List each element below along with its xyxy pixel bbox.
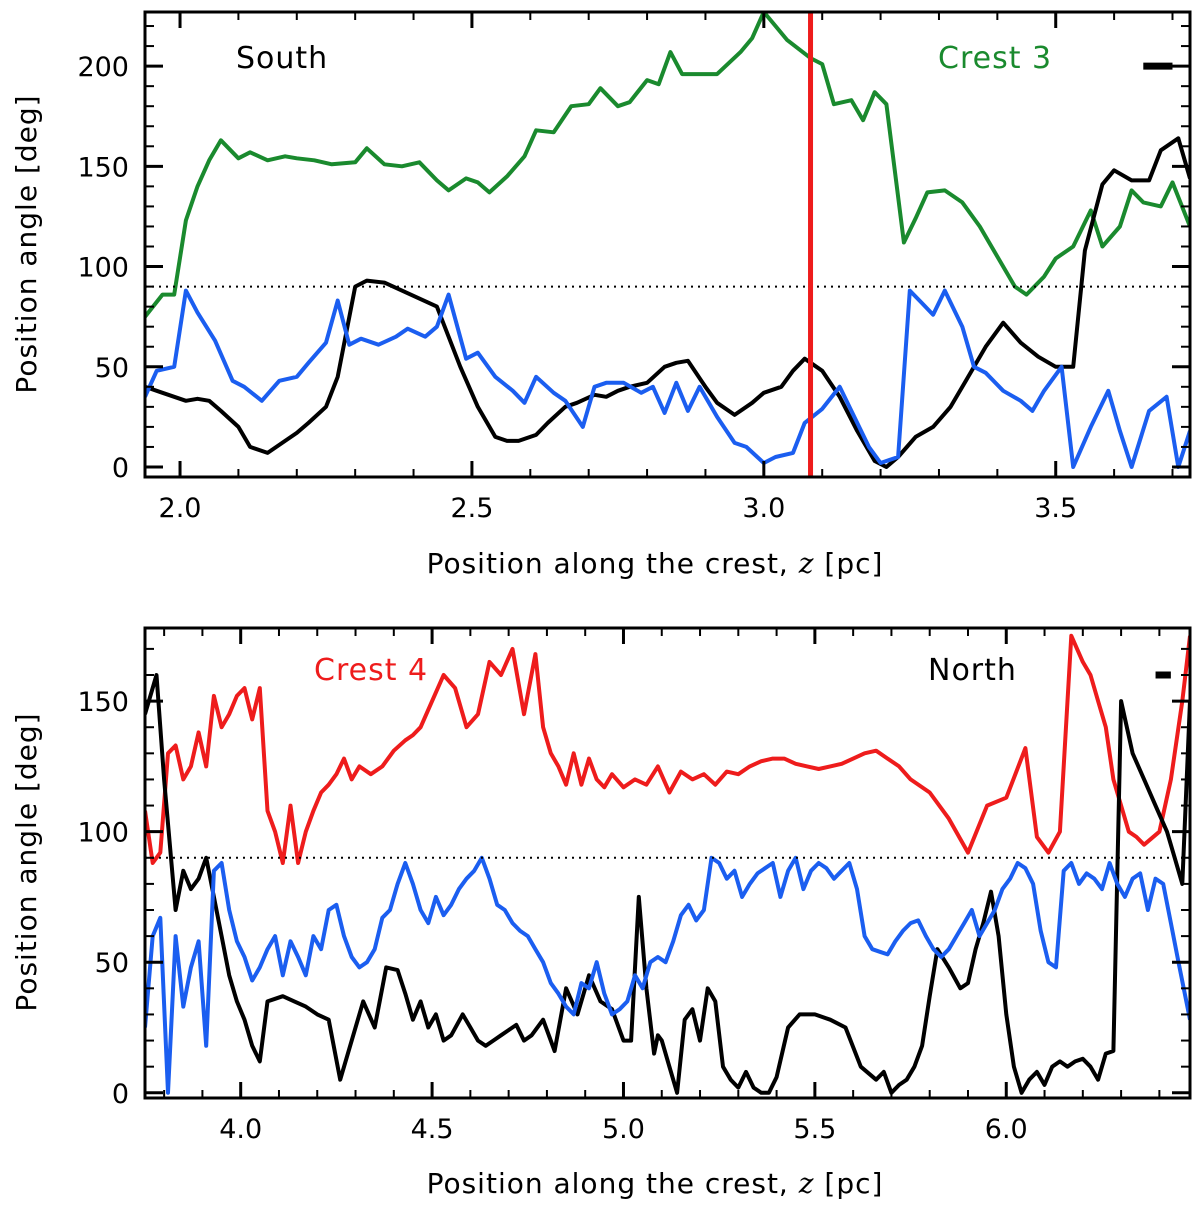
top-panel: 2.0 2.5 3.0 3.5 0 50 100 150 200 South Crest 3 P… (10, 10, 1192, 580)
series-blue-line (145, 855, 1190, 1095)
y-axis-title: Position angle [deg] (10, 712, 43, 1011)
x-axis-title: Position along the crest, z [pc] (427, 1167, 884, 1200)
plot-frame (143, 10, 1192, 479)
bottom-panel: 4.0 4.5 5.0 5.5 6.0 0 50 100 150 Crest 4 North P… (10, 626, 1192, 1200)
series-green-line (145, 12, 1190, 318)
x-tick-label: 4.0 (219, 1114, 262, 1145)
y-tick-label: 0 (112, 453, 129, 484)
y-tick-label: 50 (95, 948, 129, 979)
x-tick-label: 6.0 (985, 1114, 1028, 1145)
y-tick-label: 100 (77, 253, 129, 284)
annotation-north: North (928, 653, 1017, 688)
x-tick-label: 3.5 (1034, 493, 1077, 524)
series-blue-line (145, 288, 1190, 469)
plot-frame (143, 626, 1192, 1100)
annotation-crest-4: Crest 4 (314, 653, 428, 688)
y-tick-label: 150 (77, 152, 129, 183)
annotation-south: South (236, 41, 328, 76)
series-black-line (145, 673, 1190, 1095)
y-tick-label: 0 (112, 1079, 129, 1110)
x-axis-title: Position along the crest, z [pc] (427, 547, 884, 580)
series-red-line (145, 633, 1190, 865)
y-tick-label: 100 (77, 818, 129, 849)
y-tick-label: 150 (77, 687, 129, 718)
y-axis-title: Position angle [deg] (10, 94, 43, 393)
annotation-crest-3: Crest 3 (938, 41, 1052, 76)
y-tick-label: 50 (95, 353, 129, 384)
x-tick-label: 2.5 (450, 493, 493, 524)
x-tick-label: 4.5 (411, 1114, 454, 1145)
y-tick-label: 200 (77, 52, 129, 83)
series-black-line (145, 136, 1190, 469)
x-tick-label: 5.0 (602, 1114, 645, 1145)
x-tick-label: 5.5 (793, 1114, 836, 1145)
x-tick-label: 3.0 (742, 493, 785, 524)
x-tick-label: 2.0 (159, 493, 202, 524)
